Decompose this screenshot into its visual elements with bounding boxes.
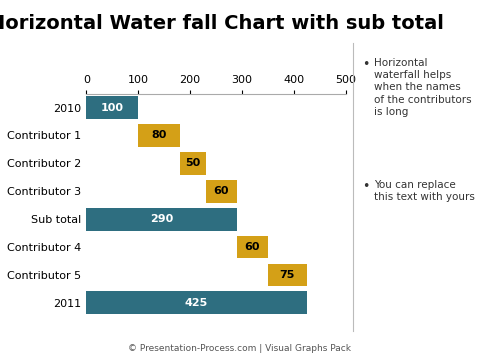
Text: Horizontal Water fall Chart with sub total: Horizontal Water fall Chart with sub tot… — [0, 14, 444, 33]
Text: © Presentation-Process.com | Visual Graphs Pack: © Presentation-Process.com | Visual Grap… — [129, 344, 351, 353]
Text: •: • — [362, 180, 370, 193]
Bar — [138, 124, 180, 147]
Bar — [86, 208, 237, 231]
Text: 60: 60 — [214, 186, 229, 196]
Text: 290: 290 — [150, 214, 173, 224]
Text: 100: 100 — [101, 103, 124, 113]
Bar — [268, 264, 307, 287]
Text: 425: 425 — [185, 298, 208, 308]
Bar — [205, 180, 237, 203]
Text: You can replace
this text with yours: You can replace this text with yours — [374, 180, 475, 202]
Text: •: • — [362, 58, 370, 71]
Bar — [180, 152, 205, 175]
Text: 80: 80 — [151, 130, 167, 140]
Text: Horizontal
waterfall helps
when the names
of the contributors
is long: Horizontal waterfall helps when the name… — [374, 58, 472, 117]
Bar — [86, 96, 138, 119]
Bar — [237, 235, 268, 258]
Text: 50: 50 — [185, 158, 200, 168]
Bar — [86, 291, 307, 314]
Text: 60: 60 — [244, 242, 260, 252]
Text: 75: 75 — [279, 270, 295, 280]
